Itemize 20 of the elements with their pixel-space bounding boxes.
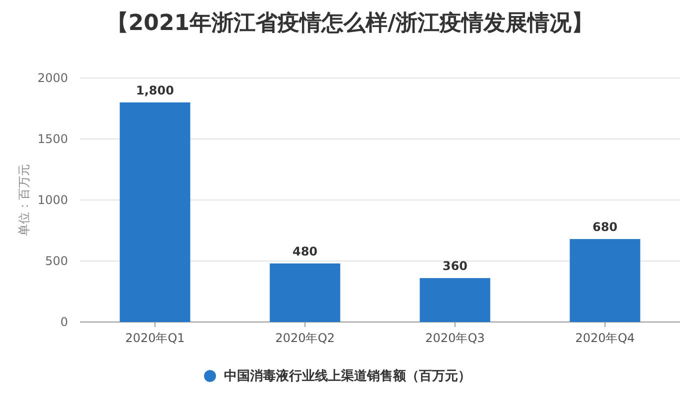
y-tick-label: 0 <box>60 315 68 329</box>
bar <box>570 239 640 322</box>
bar <box>420 278 490 322</box>
bar <box>120 102 190 322</box>
x-tick-label: 2020年Q2 <box>275 331 335 345</box>
y-tick-label: 1000 <box>37 193 68 207</box>
y-tick-label: 2000 <box>37 71 68 85</box>
y-tick-label: 500 <box>45 254 68 268</box>
x-tick-label: 2020年Q3 <box>425 331 485 345</box>
data-label: 480 <box>292 244 318 258</box>
y-tick-label: 1500 <box>37 132 68 146</box>
data-label: 360 <box>442 259 468 274</box>
data-label: 680 <box>592 220 618 234</box>
x-tick-label: 2020年Q1 <box>125 331 185 345</box>
bar <box>270 263 340 322</box>
chart-title: 【2021年浙江省疫情怎么样/浙江疫情发展情况】 <box>106 11 594 36</box>
y-axis-title: 单位：百万元 <box>17 164 31 236</box>
legend-label: 中国消毒液行业线上渠道销售额（百万元） <box>224 368 471 384</box>
data-label: 1,800 <box>136 83 174 98</box>
x-tick-label: 2020年Q4 <box>575 331 635 345</box>
